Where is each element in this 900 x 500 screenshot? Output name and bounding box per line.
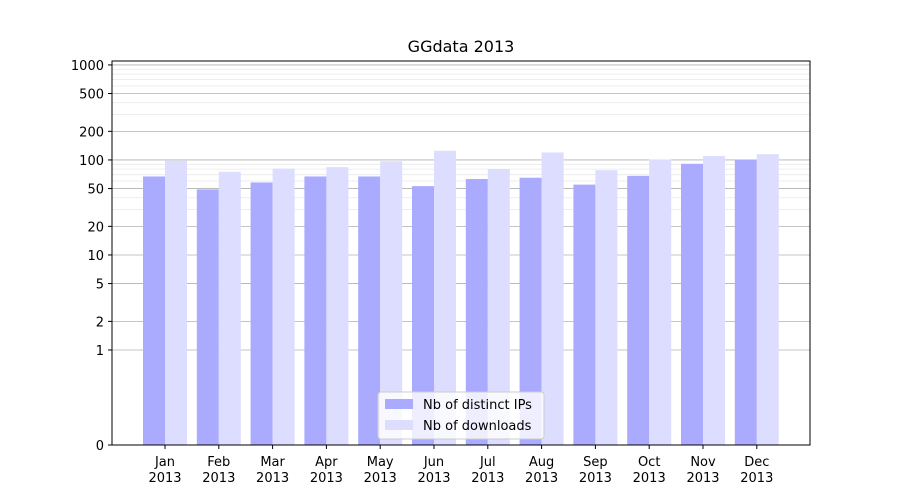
x-tick-label-month: May	[367, 455, 394, 470]
bar-distinct-ips	[304, 176, 327, 445]
y-tick-label: 100	[79, 154, 104, 169]
legend-label-downloads: Nb of downloads	[423, 419, 532, 434]
y-tick-label: 50	[87, 183, 104, 198]
y-tick-label: 5	[96, 278, 104, 293]
legend-swatch-downloads	[385, 420, 413, 430]
y-tick-label: 1000	[71, 59, 104, 74]
x-tick-label-year: 2013	[525, 471, 558, 486]
bar-downloads	[487, 169, 510, 445]
x-tick-label-year: 2013	[148, 471, 181, 486]
chart-title: GGdata 2013	[408, 37, 515, 56]
bar-downloads	[595, 170, 618, 445]
bar-distinct-ips	[465, 179, 488, 446]
x-tick-label-month: Oct	[638, 455, 660, 470]
x-axis: Jan2013Feb2013Mar2013Apr2013May2013Jun20…	[148, 445, 773, 486]
y-tick-label: 2	[96, 315, 104, 330]
x-tick-label-year: 2013	[310, 471, 343, 486]
legend-label-distinct-ips: Nb of distinct IPs	[423, 398, 532, 413]
legend-swatch-distinct-ips	[385, 399, 413, 409]
bar-distinct-ips	[412, 186, 434, 445]
x-tick-label-year: 2013	[364, 471, 397, 486]
bar-downloads	[218, 171, 241, 445]
bar-distinct-ips	[196, 189, 219, 445]
bar-distinct-ips	[734, 159, 757, 446]
x-tick-label-year: 2013	[202, 471, 235, 486]
bar-distinct-ips	[627, 175, 650, 446]
bar-downloads	[434, 150, 456, 445]
bar-distinct-ips	[681, 163, 703, 446]
legend: Nb of distinct IPs Nb of downloads	[377, 391, 545, 440]
x-tick-label-month: Mar	[260, 455, 285, 470]
y-tick-label: 1	[96, 344, 104, 359]
legend-box	[377, 391, 545, 440]
x-tick-label-year: 2013	[633, 471, 666, 486]
bars	[143, 150, 779, 446]
bar-downloads	[756, 154, 779, 445]
x-tick-label-year: 2013	[417, 471, 450, 486]
x-tick-label-year: 2013	[579, 471, 612, 486]
bar-distinct-ips	[573, 184, 596, 446]
bar-downloads	[703, 156, 725, 445]
bar-distinct-ips	[143, 176, 165, 445]
bar-distinct-ips	[250, 182, 273, 446]
bar-distinct-ips	[358, 176, 381, 445]
bar-downloads	[326, 167, 349, 446]
x-tick-label-month: Nov	[690, 455, 716, 470]
x-tick-label-month: Jun	[423, 455, 444, 470]
x-tick-label-month: Dec	[744, 455, 769, 470]
x-tick-label-year: 2013	[471, 471, 504, 486]
x-tick-label-year: 2013	[740, 471, 773, 486]
bar-downloads	[541, 152, 564, 445]
y-tick-label: 200	[79, 125, 104, 140]
axes-frame	[111, 60, 811, 446]
x-tick-label-month: Sep	[583, 455, 608, 470]
y-tick-label: 500	[79, 88, 104, 103]
x-tick-label-year: 2013	[686, 471, 719, 486]
y-tick-label: 0	[96, 439, 104, 454]
bar-distinct-ips	[519, 177, 542, 445]
x-tick-label-month: Apr	[315, 455, 338, 470]
bar-downloads	[649, 159, 672, 446]
y-tick-label: 10	[87, 249, 104, 264]
x-tick-label-month: Jan	[154, 455, 175, 470]
y-tick-label: 20	[87, 220, 104, 235]
x-tick-label-month: Aug	[529, 455, 554, 470]
x-tick-label-year: 2013	[256, 471, 289, 486]
x-tick-label-month: Feb	[207, 455, 230, 470]
bar-downloads	[380, 161, 403, 445]
bar-downloads	[165, 160, 187, 445]
bar-downloads	[272, 168, 295, 445]
x-tick-label-month: Jul	[479, 455, 496, 470]
y-axis: 0 1 2 5 10 20 50 100 200 500 1000	[71, 59, 112, 454]
